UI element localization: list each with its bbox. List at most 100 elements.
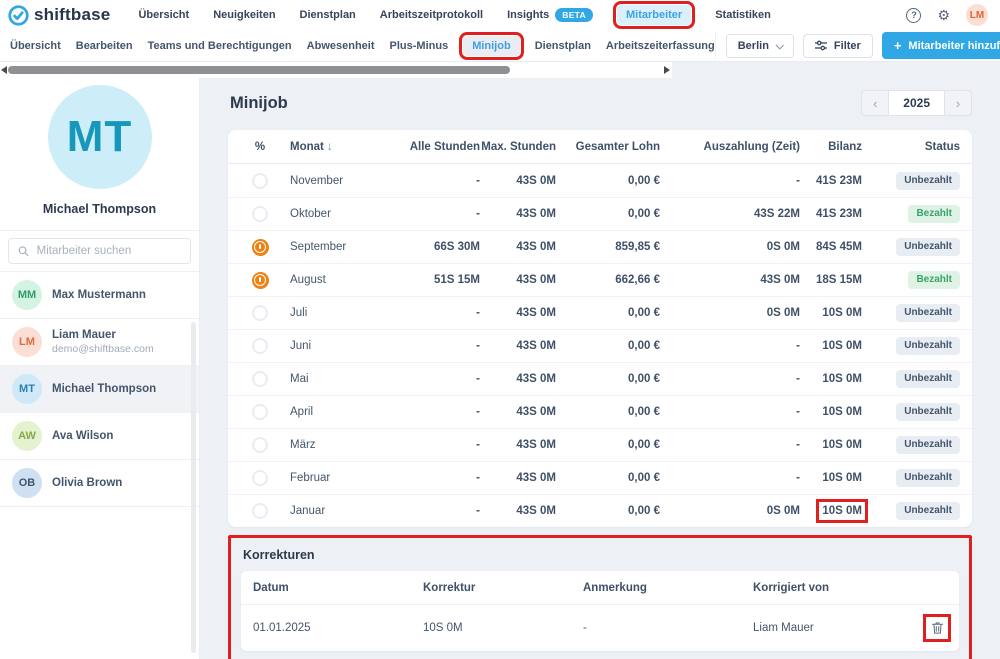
minijob-table-row[interactable]: April - 43S 0M 0,00 € - 10S 0M Unbezahlt [228, 395, 972, 428]
month-status-icon [252, 503, 268, 519]
month-status-icon [252, 172, 268, 189]
avatar: MT [12, 374, 42, 404]
cell-alle-stunden: - [476, 174, 480, 187]
topnav-neuigkeiten[interactable]: Neuigkeiten [213, 9, 276, 21]
cell-bilanz: 18S 15M [815, 274, 862, 286]
cell-gesamter-lohn: 0,00 € [628, 406, 660, 418]
shiftbase-logo[interactable]: shiftbase [8, 4, 110, 26]
user-avatar[interactable]: LM [966, 4, 988, 26]
tab-arbeitszeiterfassung[interactable]: Arbeitszeiterfassung [605, 39, 715, 52]
next-year-button[interactable]: › [955, 95, 961, 111]
settings-gear-icon[interactable]: ⚙ [937, 7, 950, 23]
delete-korrektur-button[interactable] [923, 614, 951, 642]
topnav-arbeitszeitprotokoll[interactable]: Arbeitszeitprotokoll [379, 9, 484, 21]
cell-bilanz: 10S 0M [822, 406, 862, 418]
sidebar-scrollbar[interactable] [191, 322, 196, 653]
cell-bilanz: 10S 0M [822, 439, 862, 451]
status-badge: Unbezahlt [896, 403, 960, 421]
tab-uebersicht[interactable]: Übersicht [10, 39, 61, 52]
minijob-table-row[interactable]: Februar - 43S 0M 0,00 € - 10S 0M Unbezah… [228, 461, 972, 494]
profile-name: Michael Thompson [42, 202, 157, 216]
minijob-table-row[interactable]: August 51S 15M 43S 0M 662,66 € 43S 0M 18… [228, 263, 972, 296]
cell-alle-stunden: - [476, 373, 480, 385]
header-status: Status [924, 140, 960, 153]
employee-list-item-michael-thompson[interactable]: MT Michael Thompson [0, 366, 199, 413]
filter-sliders-icon [814, 40, 827, 51]
cell-max-stunden: 43S 0M [516, 174, 556, 187]
month-status-icon [252, 206, 268, 222]
cell-gesamter-lohn: 0,00 € [628, 439, 660, 451]
tab-bearbeiten[interactable]: Bearbeiten [75, 39, 133, 52]
employee-search-input[interactable] [36, 245, 181, 257]
cell-max-stunden: 43S 0M [516, 274, 556, 286]
employee-list-item-olivia-brown[interactable]: OB Olivia Brown [0, 460, 199, 507]
minijob-table-row[interactable]: März - 43S 0M 0,00 € - 10S 0M Unbezahlt [228, 428, 972, 461]
header-korrigiert-von: Korrigiert von [753, 581, 830, 594]
minijob-table-row[interactable]: Mai - 43S 0M 0,00 € - 10S 0M Unbezahlt [228, 362, 972, 395]
topnav-items: Übersicht Neuigkeiten Dienstplan Arbeits… [138, 1, 771, 29]
help-icon[interactable]: ? [906, 7, 922, 23]
tab-minijob[interactable]: Minijob [459, 31, 524, 60]
cell-gesamter-lohn: 0,00 € [628, 472, 660, 484]
profile-avatar: MT [47, 85, 152, 189]
scrollbar-thumb[interactable] [8, 66, 510, 74]
employee-list-item-liam-mauer[interactable]: LM Liam Mauer demo@shiftbase.com [0, 319, 199, 366]
tab-teams-und-berechtigungen[interactable]: Teams und Berechtigungen [147, 39, 292, 52]
employee-list-item-ava-wilson[interactable]: AW Ava Wilson [0, 413, 199, 460]
employee-list-item-max-mustermann[interactable]: MM Max Mustermann [0, 272, 199, 319]
topnav-dienstplan[interactable]: Dienstplan [299, 9, 356, 21]
header-gesamter-lohn: Gesamter Lohn [575, 140, 660, 153]
header-auszahlung: Auszahlung (Zeit) [703, 140, 800, 153]
location-select[interactable]: Berlin [725, 33, 794, 58]
add-employee-button[interactable]: + Mitarbeiter hinzufügen [881, 32, 1000, 59]
add-employee-label: Mitarbeiter hinzufügen [908, 39, 1000, 52]
minijob-content: Minijob ‹ 2025 › % Monat ↓ Alle Stunden M… [200, 62, 1000, 659]
tab-abwesenheit[interactable]: Abwesenheit [306, 39, 375, 52]
page-body: MT Michael Thompson MM Max Mustermann [0, 62, 1000, 659]
tab-dienstplan[interactable]: Dienstplan [534, 39, 591, 52]
korrekturen-header: Datum Korrektur Anmerkung Korrigiert von [241, 571, 959, 605]
cell-gesamter-lohn: 0,00 € [628, 307, 660, 319]
logo-check-icon [8, 4, 29, 26]
korrekturen-title: Korrekturen [243, 548, 315, 562]
scroll-left-arrow-icon[interactable] [1, 66, 7, 74]
cell-auszahlung: - [796, 340, 800, 352]
cell-auszahlung: 43S 0M [760, 274, 800, 286]
minijob-table-row[interactable]: November - 43S 0M 0,00 € - 41S 23M Unbez… [228, 164, 972, 197]
prev-year-button[interactable]: ‹ [873, 95, 878, 111]
topnav-mitarbeiter[interactable]: Mitarbeiter [612, 1, 696, 29]
status-badge: Bezahlt [908, 205, 960, 223]
avatar: OB [12, 468, 42, 498]
minijob-table-row[interactable]: Oktober - 43S 0M 0,00 € 43S 22M 41S 23M … [228, 197, 972, 230]
cell-bilanz: 41S 23M [815, 208, 862, 220]
header-anmerkung: Anmerkung [583, 581, 647, 594]
minijob-table-row[interactable]: September 66S 30M 43S 0M 859,85 € 0S 0M … [228, 230, 972, 263]
topnav-right: ? ⚙ LM [906, 4, 988, 26]
minijob-table-row[interactable]: Juli - 43S 0M 0,00 € 0S 0M 10S 0M Unbeza… [228, 296, 972, 329]
minijob-table-row[interactable]: Juni - 43S 0M 0,00 € - 10S 0M Unbezahlt [228, 329, 972, 362]
cell-monat: Juli [290, 307, 308, 319]
topnav-insights[interactable]: Insights [507, 9, 550, 21]
status-badge: Unbezahlt [896, 370, 960, 388]
month-status-icon [252, 371, 268, 387]
minijob-table-row[interactable]: Januar - 43S 0M 0,00 € 0S 0M 10S 0M Unbe… [228, 494, 972, 527]
status-badge: Unbezahlt [896, 502, 960, 520]
filter-button[interactable]: Filter [802, 33, 873, 58]
cell-monat: Februar [290, 472, 331, 484]
status-badge: Unbezahlt [896, 171, 960, 190]
cell-monat: November [290, 174, 344, 187]
topnav-uebersicht[interactable]: Übersicht [138, 9, 190, 21]
cell-gesamter-lohn: 859,85 € [615, 241, 660, 253]
tab-plus-minus[interactable]: Plus-Minus [389, 39, 449, 52]
topnav-statistiken[interactable]: Statistiken [715, 9, 771, 21]
scroll-right-arrow-icon[interactable] [664, 66, 670, 74]
header-monat[interactable]: Monat ↓ [290, 140, 333, 153]
employee-name: Michael Thompson [52, 383, 157, 395]
cell-max-stunden: 43S 0M [516, 472, 556, 484]
cell-alle-stunden: 51S 15M [433, 274, 480, 286]
sort-desc-icon: ↓ [326, 140, 333, 153]
cell-bilanz: 84S 45M [815, 241, 862, 253]
cell-monat: September [290, 241, 347, 253]
cell-alle-stunden: - [476, 307, 480, 319]
